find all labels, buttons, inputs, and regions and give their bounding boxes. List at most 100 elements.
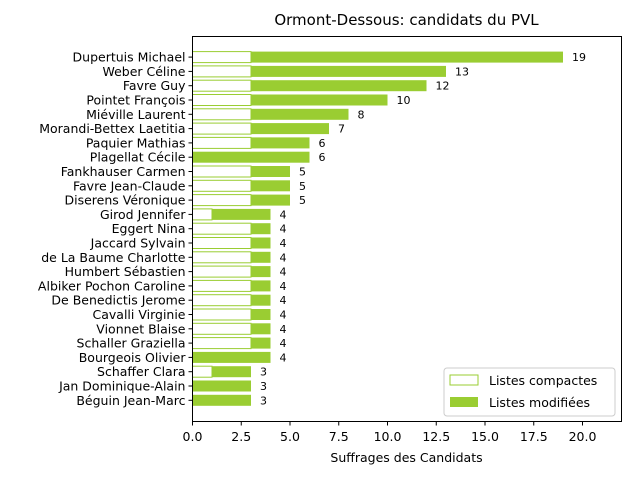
bar-compact	[192, 51, 252, 64]
bar-modified	[192, 351, 271, 363]
value-label: 12	[436, 80, 450, 93]
bar-modified	[251, 51, 563, 63]
bar-compact	[192, 337, 252, 350]
x-tick-label: 10.0	[374, 429, 402, 444]
bar-modified	[251, 266, 271, 278]
legend: Listes compactes Listes modifiées	[443, 367, 616, 417]
value-label: 3	[260, 394, 267, 407]
value-label: 4	[280, 237, 287, 250]
bar-compact	[192, 265, 252, 278]
bar-modified	[251, 80, 427, 92]
value-label: 5	[299, 194, 306, 207]
x-tick-label: 12.5	[422, 429, 450, 444]
bar-modified	[192, 380, 251, 392]
bar-modified	[251, 223, 271, 235]
value-label: 5	[299, 166, 306, 179]
legend-label-modified: Listes modifiées	[489, 395, 590, 410]
value-label: 4	[280, 309, 287, 322]
category-label: Dupertuis Michael	[73, 50, 186, 65]
x-ticks-group: 0.0 2.5 5.0 7.5 10.0 12.5 15.0 17.5 20.0	[183, 421, 596, 444]
category-label: Plagellat Cécile	[90, 150, 186, 165]
bar-compact	[192, 165, 252, 178]
x-tick-label: 15.0	[471, 429, 499, 444]
value-label: 4	[280, 266, 287, 279]
category-label: Cavalli Virginie	[93, 307, 186, 322]
bar-modified	[251, 237, 271, 249]
bar-compact	[192, 108, 252, 121]
value-label: 6	[319, 137, 326, 150]
bar-compact	[192, 308, 252, 321]
bar-modified	[192, 151, 310, 163]
legend-swatch-compact	[449, 374, 479, 386]
bar-compact	[192, 365, 213, 378]
value-label: 3	[260, 380, 267, 393]
bar-compact	[192, 279, 252, 292]
bar-compact	[192, 222, 252, 235]
value-label: 8	[358, 108, 365, 121]
category-label: Favre Guy	[123, 78, 186, 93]
x-tick-label: 0.0	[183, 429, 203, 444]
bar-compact	[192, 251, 252, 264]
category-label: Bourgeois Olivier	[79, 350, 187, 365]
bar-modified	[251, 280, 271, 292]
bar-compact	[192, 79, 252, 92]
bar-compact	[192, 208, 213, 221]
category-label: Diserens Véronique	[65, 193, 186, 208]
bar-modified	[251, 137, 310, 149]
bar-modified	[251, 323, 271, 335]
category-label: Schaffer Clara	[97, 364, 185, 379]
bar-compact	[192, 94, 252, 106]
value-label: 10	[397, 94, 411, 107]
category-label: Eggert Nina	[112, 221, 186, 236]
bar-modified	[251, 166, 290, 177]
x-tick-label: 2.5	[231, 429, 251, 444]
value-label: 4	[280, 223, 287, 236]
bar-compact	[192, 179, 252, 192]
bar-compact	[192, 65, 252, 78]
category-label: Paquier Mathias	[86, 135, 186, 150]
bar-compact	[192, 194, 252, 207]
x-tick-label: 17.5	[520, 429, 548, 444]
bar-modified	[251, 180, 290, 192]
bar-modified	[212, 366, 251, 378]
category-label: Morandi-Bettex Laetitia	[39, 121, 185, 136]
value-label: 4	[280, 337, 287, 350]
bar-modified	[251, 194, 290, 206]
bar-modified	[251, 123, 329, 135]
category-label: Béguin Jean-Marc	[76, 393, 185, 408]
chart-title: Ormont-Dessous: candidats du PVL	[274, 11, 539, 29]
value-label: 3	[260, 366, 267, 379]
x-axis-label: Suffrages des Candidats	[330, 450, 482, 465]
plot-frame	[192, 36, 622, 422]
x-tick-label: 5.0	[280, 429, 300, 444]
bar-compact	[192, 136, 252, 149]
bar-modified	[212, 208, 271, 220]
bar-modified	[192, 394, 251, 406]
bar-modified	[251, 309, 271, 320]
category-label: Weber Céline	[102, 64, 185, 79]
value-label: 13	[455, 65, 469, 78]
category-label: Jan Dominique-Alain	[58, 379, 185, 394]
category-label: De Benedictis Jerome	[51, 293, 185, 308]
value-label: 4	[280, 294, 287, 307]
category-label: Pointet François	[86, 93, 185, 108]
bar-compact	[192, 237, 252, 249]
category-label: de La Baume Charlotte	[41, 250, 186, 265]
category-label: Humbert Sébastien	[65, 264, 186, 279]
value-label: 4	[280, 351, 287, 364]
value-label: 4	[280, 251, 287, 264]
category-label: Favre Jean-Claude	[73, 178, 186, 193]
x-tick-label: 7.5	[329, 429, 349, 444]
legend-box	[443, 367, 616, 417]
value-label: 4	[280, 280, 287, 293]
bar-compact	[192, 122, 252, 135]
value-label: 4	[280, 208, 287, 221]
bar-modified	[251, 251, 271, 263]
value-label: 7	[338, 123, 345, 136]
bar-modified	[251, 337, 271, 349]
category-label: Vionnet Blaise	[96, 321, 186, 336]
bar-compact	[192, 294, 252, 307]
legend-swatch-modified	[450, 397, 478, 407]
